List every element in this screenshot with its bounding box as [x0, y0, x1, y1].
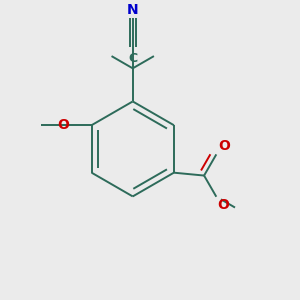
Text: N: N — [127, 2, 139, 16]
Text: O: O — [217, 198, 229, 212]
Text: O: O — [218, 139, 230, 153]
Text: C: C — [129, 52, 138, 65]
Text: O: O — [57, 118, 69, 132]
